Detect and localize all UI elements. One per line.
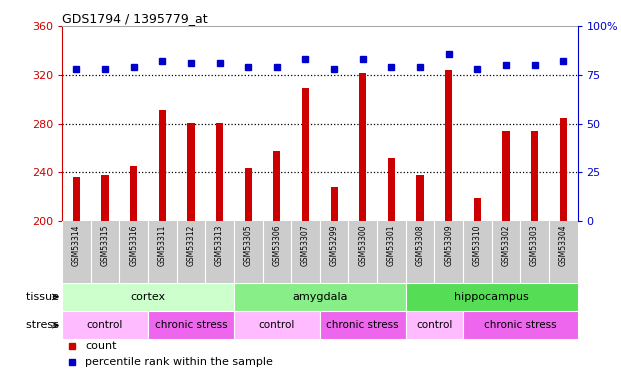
Bar	[188, 123, 194, 221]
Bar	[330, 187, 338, 221]
Bar	[359, 73, 366, 221]
Text: GSM53311: GSM53311	[158, 224, 167, 266]
Text: stress: stress	[25, 320, 62, 330]
Text: GSM53308: GSM53308	[415, 224, 425, 266]
Text: GSM53312: GSM53312	[186, 224, 196, 266]
Bar	[245, 168, 252, 221]
Bar	[62, 283, 234, 311]
Bar	[320, 311, 406, 339]
Bar	[302, 88, 309, 221]
Bar	[531, 131, 538, 221]
Text: GSM53309: GSM53309	[444, 224, 453, 266]
Text: control: control	[87, 320, 123, 330]
Bar	[406, 311, 463, 339]
Text: GSM53316: GSM53316	[129, 224, 138, 266]
Text: percentile rank within the sample: percentile rank within the sample	[85, 357, 273, 367]
Text: GSM53314: GSM53314	[72, 224, 81, 266]
Bar	[130, 166, 137, 221]
Text: chronic stress: chronic stress	[155, 320, 227, 330]
Text: GSM53313: GSM53313	[215, 224, 224, 266]
Text: GSM53301: GSM53301	[387, 224, 396, 266]
Bar	[101, 175, 109, 221]
Bar	[463, 311, 578, 339]
Text: hippocampus: hippocampus	[454, 292, 529, 302]
Text: control: control	[259, 320, 295, 330]
Bar	[159, 110, 166, 221]
Text: GSM53302: GSM53302	[501, 224, 510, 266]
Text: GSM53310: GSM53310	[473, 224, 482, 266]
Bar	[560, 118, 567, 221]
Text: tissue: tissue	[25, 292, 62, 302]
Text: GSM53303: GSM53303	[530, 224, 539, 266]
Bar	[234, 283, 406, 311]
Text: GSM53305: GSM53305	[243, 224, 253, 266]
Bar	[73, 177, 80, 221]
Text: chronic stress: chronic stress	[484, 320, 556, 330]
Text: GSM53315: GSM53315	[101, 224, 109, 266]
Text: GSM53306: GSM53306	[273, 224, 281, 266]
Text: count: count	[85, 341, 117, 351]
Bar	[148, 311, 234, 339]
Bar	[445, 70, 452, 221]
Bar	[474, 198, 481, 221]
Bar	[388, 158, 395, 221]
Bar	[62, 311, 148, 339]
Bar	[216, 123, 223, 221]
Bar	[273, 150, 281, 221]
Bar	[234, 311, 320, 339]
Bar	[406, 283, 578, 311]
Text: amygdala: amygdala	[292, 292, 348, 302]
Text: GSM53300: GSM53300	[358, 224, 367, 266]
Text: cortex: cortex	[130, 292, 166, 302]
Text: control: control	[416, 320, 453, 330]
Text: GDS1794 / 1395779_at: GDS1794 / 1395779_at	[62, 12, 208, 25]
Text: GSM53299: GSM53299	[330, 224, 338, 266]
Bar	[417, 175, 424, 221]
Bar	[502, 131, 509, 221]
Text: GSM53307: GSM53307	[301, 224, 310, 266]
Text: chronic stress: chronic stress	[327, 320, 399, 330]
Text: GSM53304: GSM53304	[559, 224, 568, 266]
